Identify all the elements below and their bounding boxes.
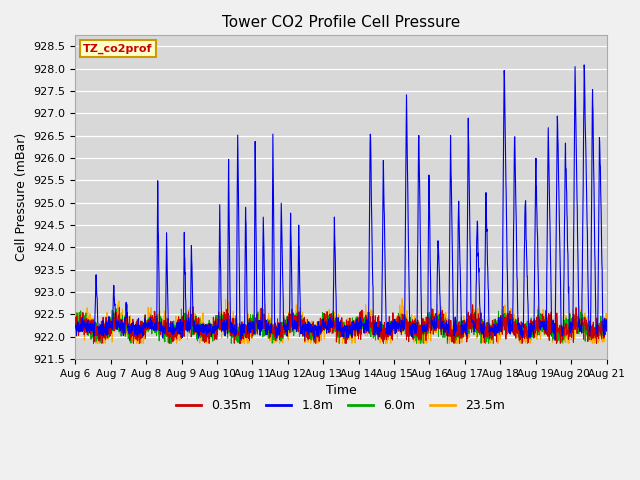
Text: TZ_co2prof: TZ_co2prof (83, 43, 153, 54)
X-axis label: Time: Time (326, 384, 356, 397)
Legend: 0.35m, 1.8m, 6.0m, 23.5m: 0.35m, 1.8m, 6.0m, 23.5m (172, 395, 510, 418)
Y-axis label: Cell Pressure (mBar): Cell Pressure (mBar) (15, 133, 28, 261)
Title: Tower CO2 Profile Cell Pressure: Tower CO2 Profile Cell Pressure (222, 15, 460, 30)
